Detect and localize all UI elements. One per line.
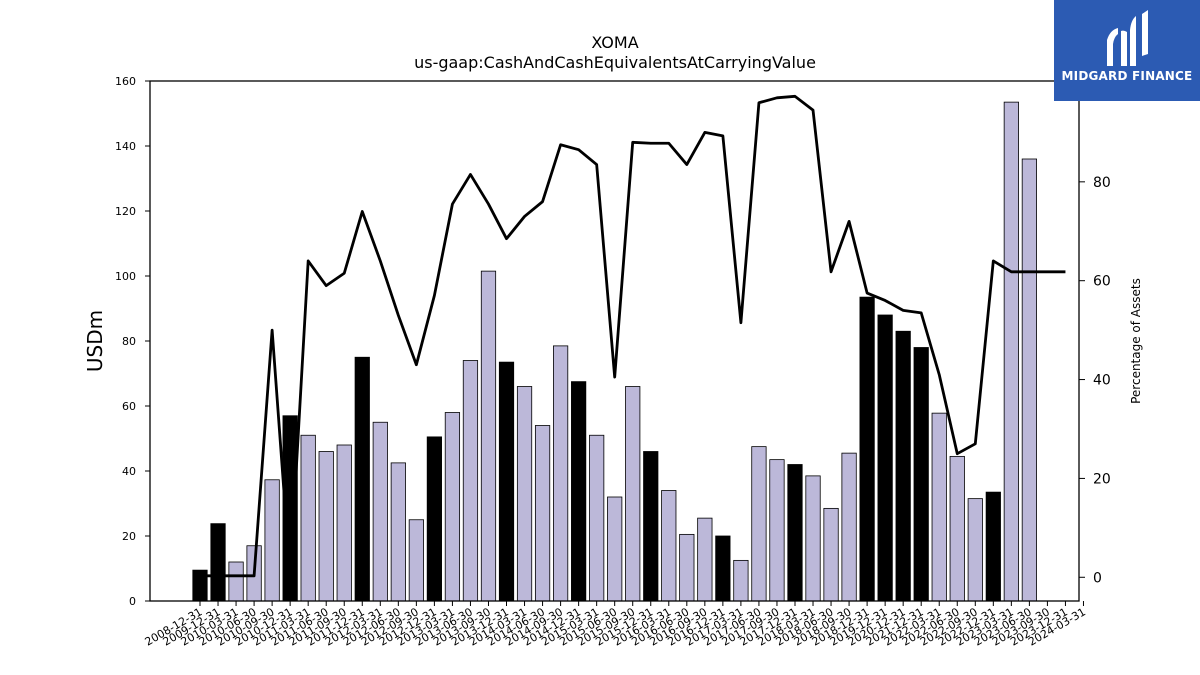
logo-mark-icon [1107, 10, 1148, 67]
bar [877, 314, 893, 602]
y-tick-label: 0 [129, 595, 136, 608]
y2-tick-label: 60 [1093, 274, 1111, 290]
y-axis-right: 0 20 40 60 80 [1079, 175, 1111, 586]
bar [589, 434, 605, 602]
midgard-finance-logo: MIDGARD FINANCE [1054, 0, 1200, 101]
y-tick-label: 80 [122, 335, 136, 348]
bar [354, 356, 370, 602]
chart-subtitle: us-gaap:CashAndCashEquivalentsAtCarrying… [414, 53, 816, 72]
bar [1021, 158, 1037, 602]
logo-text: MIDGARD FINANCE [1061, 69, 1193, 83]
y-axis-label: USDm [83, 310, 107, 372]
x-axis: 2008-12-312009-12-312010-03-312010-06-30… [143, 601, 1088, 649]
bar [913, 347, 929, 602]
bar [426, 436, 442, 602]
y2-axis-label: Percentage of Assets [1129, 278, 1143, 404]
bar [823, 507, 839, 602]
y2-tick-label: 20 [1093, 471, 1111, 487]
bar [480, 270, 497, 602]
y-tick-label: 60 [122, 400, 136, 413]
y-tick-label: 160 [115, 75, 136, 88]
bar [264, 479, 280, 602]
bar [625, 386, 641, 602]
bar [967, 498, 983, 602]
bar [949, 455, 965, 602]
bar [661, 490, 677, 602]
bar [715, 535, 731, 602]
bar [805, 475, 821, 602]
y-tick-label: 120 [115, 205, 136, 218]
bar [498, 361, 515, 602]
bar [571, 381, 587, 602]
y-tick-label: 100 [115, 270, 136, 283]
bar [462, 360, 479, 602]
y2-tick-label: 0 [1093, 570, 1102, 586]
bar [408, 519, 424, 602]
bar [534, 425, 551, 602]
y-tick-label: 140 [115, 140, 136, 153]
percentage-line [200, 94, 1066, 578]
bar [607, 496, 623, 602]
bar [697, 517, 713, 602]
bar [931, 412, 947, 602]
bar [1003, 101, 1019, 602]
bar [985, 491, 1001, 602]
bar [516, 386, 533, 602]
bar [841, 452, 857, 602]
bar [895, 330, 911, 602]
chart-title: XOMA [591, 33, 638, 52]
y2-tick-label: 40 [1093, 373, 1111, 389]
bar [643, 451, 659, 602]
bar [679, 533, 695, 602]
bar-series [192, 101, 1037, 602]
y-tick-label: 20 [122, 530, 136, 543]
bar [318, 451, 334, 602]
bar [390, 462, 406, 602]
bar [372, 421, 388, 602]
percentage-line-series [200, 94, 1066, 578]
bar [300, 434, 316, 602]
bar [228, 561, 244, 602]
bar [751, 446, 767, 602]
bar [769, 459, 785, 602]
y-axis-left: 0 20 40 60 80 100 120 140 160 [115, 75, 150, 608]
bar [787, 464, 803, 602]
bar [336, 444, 352, 602]
bar [210, 523, 226, 602]
y-tick-label: 40 [122, 465, 136, 478]
bar [733, 559, 749, 602]
y2-tick-label: 80 [1093, 175, 1111, 191]
bar [553, 345, 569, 602]
bar [859, 296, 875, 602]
bar [444, 412, 461, 602]
